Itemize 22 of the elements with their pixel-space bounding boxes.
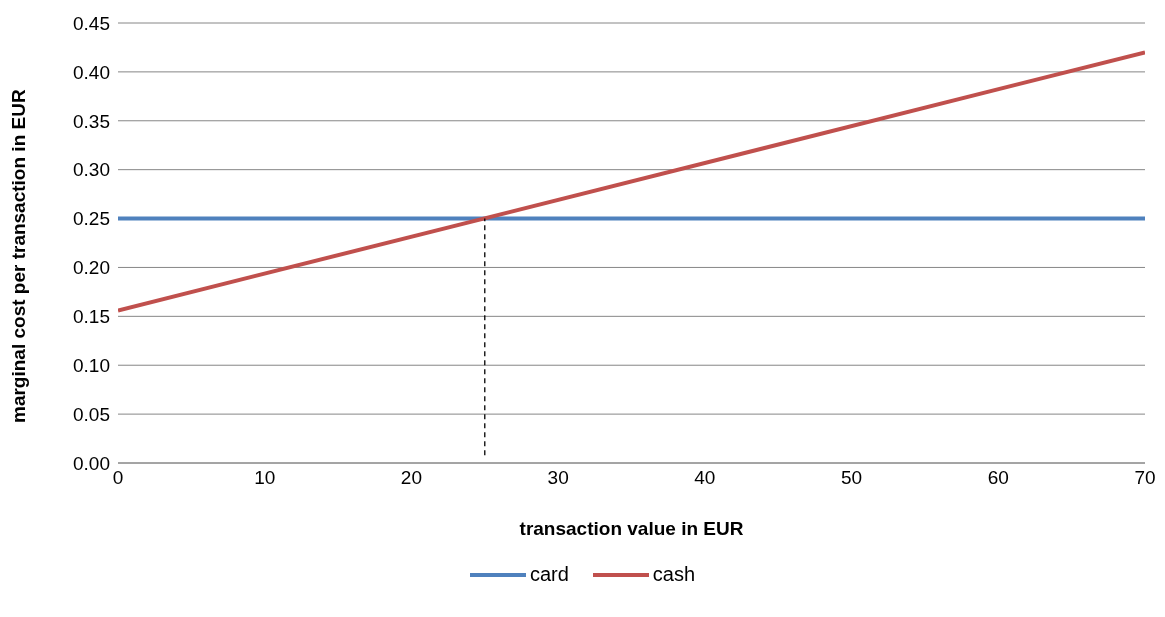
legend-label: card — [529, 563, 569, 586]
y-tick-label: 0.00 — [73, 452, 110, 474]
y-tick-label: 0.15 — [73, 306, 110, 328]
x-axis-title: transaction value in EUR — [519, 518, 744, 539]
y-tick-label: 0.25 — [73, 208, 110, 230]
y-tick-label: 0.10 — [73, 354, 110, 376]
y-tick-label: 0.45 — [73, 12, 110, 34]
y-tick-label: 0.30 — [73, 159, 110, 181]
x-tick-label: 30 — [547, 467, 569, 489]
x-tick-label: 70 — [1134, 467, 1156, 489]
x-tick-label: 20 — [400, 467, 422, 489]
x-tick-label: 10 — [254, 467, 276, 489]
y-tick-label: 0.35 — [73, 110, 110, 132]
x-tick-label: 60 — [987, 467, 1009, 489]
x-tick-label: 40 — [694, 467, 716, 489]
legend-label: cash — [652, 563, 696, 586]
y-tick-label: 0.05 — [73, 403, 110, 425]
y-tick-label: 0.40 — [73, 61, 110, 83]
y-tick-label: 0.20 — [73, 257, 110, 279]
x-tick-label: 0 — [112, 467, 124, 489]
x-tick-label: 50 — [841, 467, 863, 489]
y-axis-title: marginal cost per transaction in EUR — [7, 89, 29, 423]
